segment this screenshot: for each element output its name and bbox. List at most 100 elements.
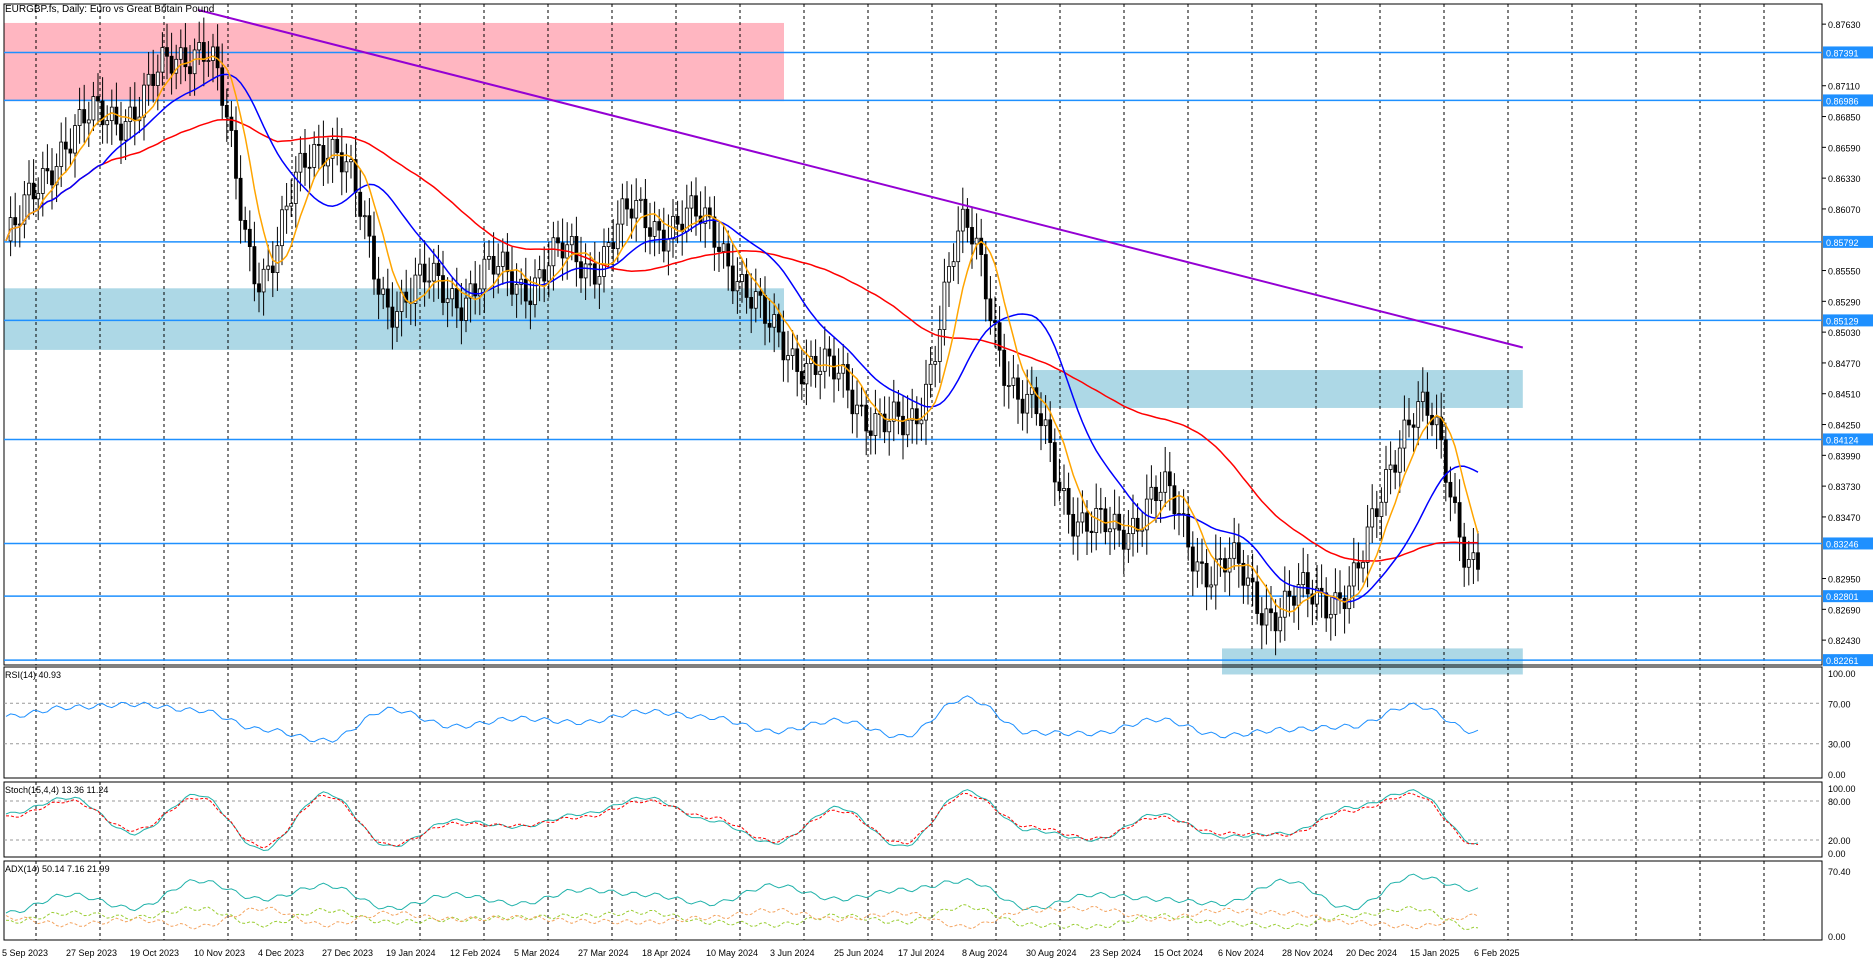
candle-body	[372, 235, 376, 280]
candle-body	[427, 280, 432, 283]
candle-body	[1301, 572, 1306, 586]
candle-body	[123, 121, 128, 141]
candle-body	[740, 274, 744, 282]
indicator-tick-label: 70.00	[1828, 699, 1851, 709]
candle-body	[933, 361, 938, 365]
candle-body	[211, 46, 215, 61]
candle-body	[413, 274, 418, 304]
candle-body	[551, 237, 556, 267]
price-tick-label: 0.84510	[1828, 390, 1861, 400]
candle-body	[1190, 546, 1195, 572]
candle-body	[597, 276, 602, 285]
candle-body	[491, 255, 496, 275]
candle-body	[510, 271, 514, 295]
level-tag-label: 0.85129	[1826, 316, 1859, 326]
price-tick-label: 0.85550	[1828, 267, 1861, 277]
candle-body	[1043, 419, 1048, 427]
candle-body	[1356, 562, 1361, 569]
level-tag	[1823, 314, 1873, 327]
candle-body	[183, 47, 188, 68]
candle-body	[1374, 508, 1379, 517]
candle-body	[1039, 413, 1043, 427]
candle-body	[979, 237, 984, 255]
candle-body	[905, 419, 910, 436]
candle-body	[556, 237, 560, 244]
candle-body	[661, 229, 666, 252]
candle-body	[1071, 513, 1076, 537]
main-frame	[3, 3, 1823, 666]
time-axis: 5 Sep 2023 27 Sep 2023 19 Oct 2023 10 Nov 2…	[2, 948, 1520, 958]
candle-body	[385, 288, 390, 308]
candle-body	[873, 413, 878, 436]
candle-body	[1121, 529, 1126, 550]
candle-body	[59, 141, 64, 167]
candle-body	[441, 275, 445, 303]
candle-body	[528, 300, 533, 306]
candle-body	[813, 355, 818, 375]
candle-body	[983, 254, 988, 300]
candle-body	[574, 236, 579, 263]
price-tick-label: 0.85290	[1828, 297, 1861, 307]
indicators-layer: RSI(14) 40.93 100.00 70.00 30.00 0.00 Stoch(1…	[4, 669, 1856, 942]
price-tick-label: 0.83470	[1828, 513, 1861, 523]
indicator-series-signal	[5, 792, 1479, 849]
candle-body	[730, 265, 735, 292]
candle-body	[1351, 562, 1356, 587]
candle-body	[238, 177, 243, 221]
candle-body	[832, 355, 836, 380]
candle-body	[390, 306, 395, 328]
candle-body	[1388, 464, 1393, 470]
price-tick-label: 0.82690	[1828, 605, 1861, 615]
indicator-tick-label: 80.00	[1828, 797, 1851, 807]
candle-body	[1080, 512, 1085, 523]
candle-body	[523, 278, 528, 302]
candle-body	[602, 246, 606, 277]
level-tag	[1823, 433, 1873, 446]
candle-body	[611, 242, 616, 250]
candle-body	[27, 182, 31, 196]
candle-body	[1273, 612, 1278, 632]
candle-body	[937, 329, 942, 362]
candle-body	[477, 288, 482, 297]
candle-body	[1328, 613, 1333, 619]
candle-body	[519, 278, 524, 285]
candle-body	[643, 198, 648, 229]
candle-body	[965, 208, 970, 228]
candle-body	[1098, 507, 1103, 510]
level-tag	[1823, 537, 1873, 550]
candle-body	[1209, 584, 1214, 588]
candle-body	[1305, 572, 1310, 595]
x-tick-label: 18 Apr 2024	[642, 948, 691, 958]
candle-body	[128, 106, 133, 122]
candle-body	[201, 42, 206, 62]
x-tick-label: 12 Feb 2024	[450, 948, 501, 958]
candle-body	[298, 152, 303, 173]
candle-body	[431, 262, 436, 282]
candle-body	[1094, 507, 1099, 533]
candle-body	[422, 263, 427, 283]
candle-body	[247, 228, 252, 247]
candle-body	[500, 251, 505, 267]
candle-body	[726, 243, 731, 267]
candle-body	[77, 109, 82, 127]
candle-body	[1218, 558, 1223, 560]
candle-body	[1324, 592, 1329, 619]
candle-body	[1416, 401, 1421, 428]
candle-body	[1246, 577, 1250, 586]
candle-body	[165, 47, 169, 57]
candle-body	[1361, 561, 1365, 569]
candle-body	[689, 195, 694, 209]
candle-body	[395, 311, 399, 328]
indicator-label: ADX(14) 50.14 7.16 21.99	[5, 864, 110, 874]
chart-title: EURGBP.fs, Daily: Euro vs Great Britain …	[5, 4, 214, 15]
candle-body	[956, 230, 961, 263]
candle-body	[31, 182, 36, 200]
candle-body	[1075, 521, 1080, 537]
indicator-label: Stoch(15,4,4) 13.36 11.24	[5, 785, 108, 795]
candle-body	[45, 168, 50, 172]
price-tick-label: 0.86590	[1828, 143, 1861, 153]
candle-body	[818, 370, 823, 375]
candle-body	[96, 96, 100, 102]
